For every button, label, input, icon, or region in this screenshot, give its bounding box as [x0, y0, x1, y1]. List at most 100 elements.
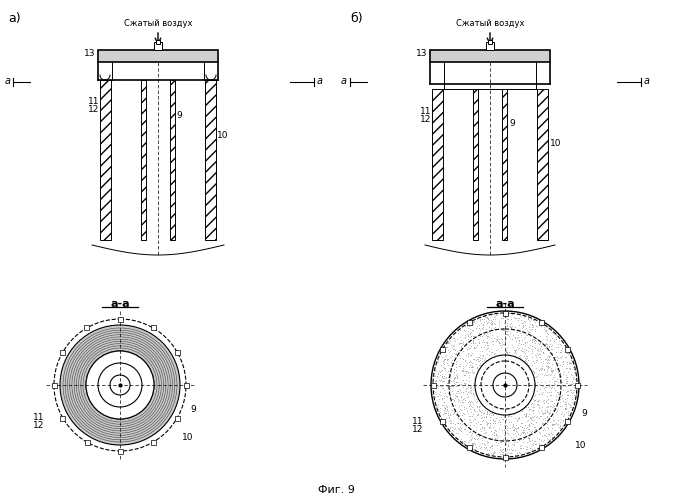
Point — [555, 348, 565, 356]
Point — [448, 374, 459, 382]
Point — [469, 392, 480, 400]
Point — [479, 440, 490, 448]
Point — [562, 358, 573, 366]
Point — [430, 372, 441, 380]
Point — [524, 438, 535, 446]
Point — [517, 321, 528, 329]
Point — [460, 379, 470, 387]
Point — [511, 408, 522, 416]
Point — [555, 394, 566, 402]
Point — [441, 381, 452, 389]
Point — [558, 358, 569, 366]
Point — [522, 338, 533, 346]
Point — [487, 337, 497, 345]
Point — [530, 426, 541, 434]
Point — [488, 370, 499, 378]
Point — [484, 410, 495, 418]
Point — [481, 408, 492, 416]
Point — [527, 376, 538, 384]
Point — [489, 358, 499, 366]
Point — [500, 357, 511, 365]
Point — [491, 311, 501, 319]
Point — [521, 385, 532, 393]
Point — [538, 356, 548, 364]
Point — [524, 414, 535, 422]
Point — [545, 367, 556, 375]
Point — [517, 368, 528, 376]
Point — [529, 386, 540, 394]
Point — [431, 392, 442, 400]
Point — [519, 352, 530, 360]
Point — [535, 364, 546, 372]
Point — [547, 430, 558, 438]
Point — [455, 354, 466, 362]
Point — [518, 340, 528, 348]
Point — [546, 342, 557, 349]
Point — [448, 410, 459, 418]
Text: а: а — [644, 76, 650, 86]
Point — [522, 386, 532, 394]
Point — [522, 359, 533, 367]
Point — [567, 390, 577, 398]
Bar — [184, 382, 188, 388]
Point — [530, 344, 540, 352]
Point — [466, 408, 476, 416]
Point — [502, 365, 513, 373]
Point — [449, 365, 460, 373]
Point — [557, 352, 567, 360]
Point — [473, 368, 484, 376]
Point — [504, 310, 515, 318]
Point — [520, 342, 531, 350]
Point — [502, 321, 513, 329]
Point — [501, 426, 512, 434]
Point — [444, 411, 455, 419]
Point — [534, 337, 545, 345]
Point — [509, 394, 520, 402]
Point — [560, 400, 571, 408]
Point — [553, 398, 564, 406]
Bar — [118, 448, 122, 454]
Point — [538, 322, 549, 330]
Point — [457, 439, 468, 447]
Point — [503, 327, 514, 335]
Point — [515, 444, 526, 452]
Point — [516, 346, 527, 354]
Point — [458, 394, 469, 402]
Point — [477, 352, 488, 360]
Point — [447, 406, 458, 414]
Point — [435, 382, 446, 390]
Point — [534, 428, 545, 436]
Point — [559, 420, 570, 428]
Point — [483, 404, 493, 411]
Point — [434, 395, 445, 403]
Point — [560, 398, 571, 406]
Point — [484, 446, 495, 454]
Point — [565, 403, 576, 411]
Point — [482, 366, 493, 374]
Point — [437, 394, 448, 402]
Point — [484, 372, 495, 380]
Point — [510, 408, 521, 416]
Point — [520, 346, 531, 354]
Point — [528, 368, 539, 376]
Point — [481, 450, 492, 458]
Point — [551, 333, 561, 341]
Point — [452, 388, 462, 396]
Point — [487, 415, 498, 423]
Point — [462, 369, 473, 377]
Point — [449, 375, 460, 383]
Point — [529, 398, 540, 406]
Point — [433, 370, 444, 378]
Point — [548, 380, 559, 388]
Point — [462, 390, 472, 398]
Point — [523, 327, 534, 335]
Point — [507, 420, 518, 428]
Point — [502, 348, 513, 356]
Point — [489, 449, 500, 457]
Bar — [538, 445, 544, 450]
Point — [448, 407, 459, 415]
Point — [500, 337, 511, 345]
Bar — [98, 50, 218, 62]
Point — [512, 328, 523, 336]
Point — [495, 450, 505, 458]
